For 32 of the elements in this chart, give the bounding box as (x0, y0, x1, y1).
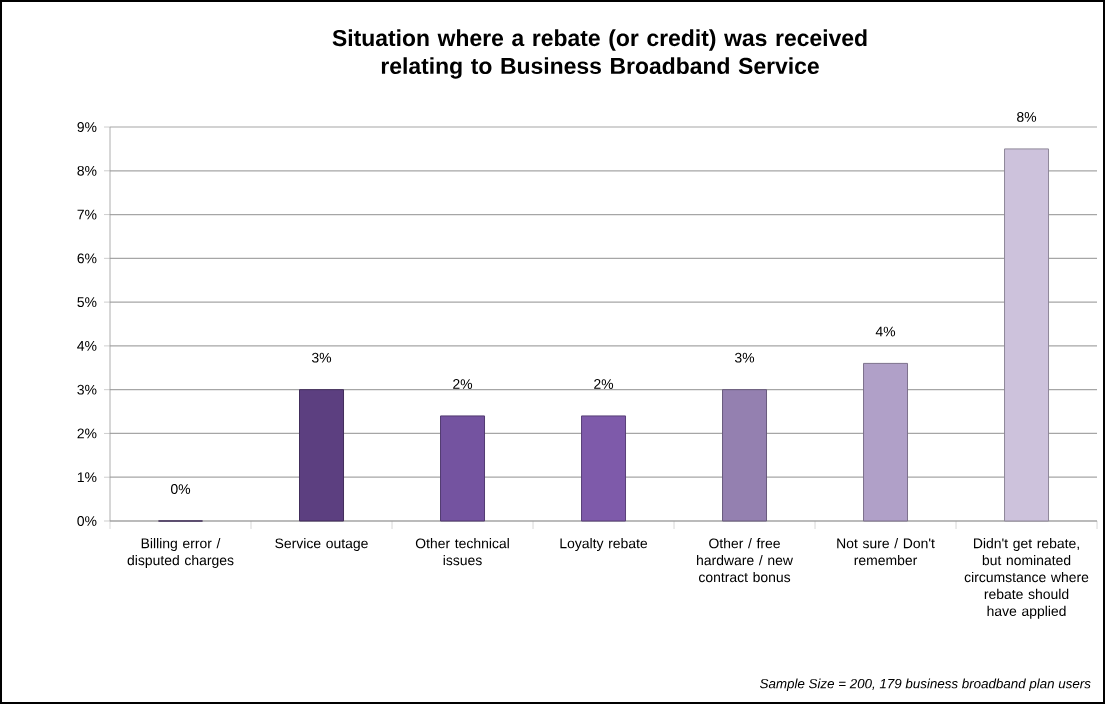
y-tick-label: 0% (77, 516, 97, 526)
data-label: 3% (734, 352, 755, 363)
data-label: 3% (311, 352, 332, 363)
bar (1004, 148, 1050, 522)
x-tick-label: Not sure / Don't remember (837, 538, 935, 566)
y-tick-label: 1% (77, 472, 97, 483)
data-label: 0% (170, 484, 191, 494)
data-label: 2% (594, 379, 614, 389)
x-tick-label: Other / free hardware / new contract bonus (697, 538, 793, 583)
x-tick-label: Billing error / disputed charges (127, 538, 234, 568)
y-tick-label: 9% (77, 122, 97, 132)
bar (581, 415, 627, 522)
x-tick-label: Service outage (275, 538, 368, 552)
bar (722, 389, 768, 522)
bar (440, 415, 486, 522)
y-tick-label: 3% (77, 384, 97, 395)
chart-title: Situation where a rebate (or credit) was received relating to Business Broadband Service (332, 29, 867, 79)
y-tick-label: 8% (77, 165, 97, 176)
y-tick-label: 4% (77, 341, 97, 351)
y-tick-label: 6% (77, 253, 97, 264)
y-tick-label: 7% (77, 209, 97, 220)
x-tick-label: Didn't get rebate, but nominated circumstance where rebate should have applied (964, 538, 1089, 619)
bar (863, 362, 909, 522)
data-label: 4% (875, 326, 896, 337)
data-label: 8% (1017, 112, 1037, 122)
x-tick-label: Loyalty rebate (560, 538, 648, 552)
bar (299, 389, 345, 522)
x-tick-label: Other technical issues (415, 538, 509, 566)
y-tick-label: 5% (77, 297, 97, 308)
text: Sample Size = 200, 179 business broadband plan users (759, 678, 1091, 691)
data-label: 2% (453, 379, 473, 389)
y-tick-label: 2% (77, 428, 97, 439)
